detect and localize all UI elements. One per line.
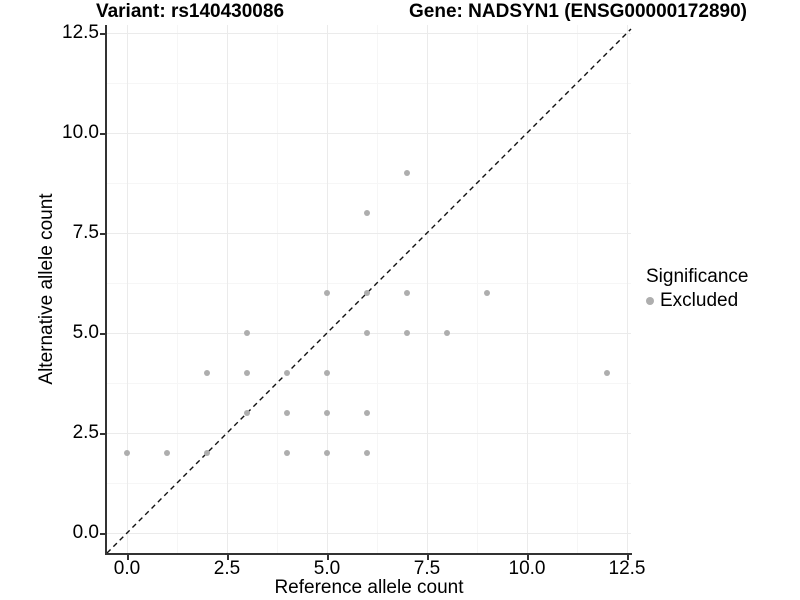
data-point [364, 210, 370, 216]
y-tick-label: 0.0 [72, 522, 99, 543]
x-tick-mark [627, 555, 629, 560]
x-axis-line [105, 553, 632, 555]
data-point [324, 450, 330, 456]
data-point [364, 450, 370, 456]
major-gridline-x [627, 25, 628, 553]
y-tick-mark [100, 33, 105, 35]
data-point [284, 410, 290, 416]
x-tick-label: 5.0 [313, 558, 341, 579]
y-tick-mark [100, 433, 105, 435]
minor-gridline-y [107, 283, 631, 284]
data-point [324, 290, 330, 296]
data-point [484, 290, 490, 296]
x-tick-label: 7.5 [413, 558, 441, 579]
identity-reference-line [106, 28, 632, 554]
data-point [324, 370, 330, 376]
minor-gridline-x [277, 25, 278, 553]
major-gridline-x [227, 25, 228, 553]
x-tick-mark [227, 555, 229, 560]
y-tick-mark [100, 233, 105, 235]
y-tick-mark [100, 533, 105, 535]
x-tick-label: 2.5 [213, 558, 241, 579]
x-axis-title: Reference allele count [274, 577, 464, 598]
data-point [284, 370, 290, 376]
data-point [324, 410, 330, 416]
data-point [164, 450, 170, 456]
data-point [244, 410, 250, 416]
data-point [284, 450, 290, 456]
major-gridline-y [107, 533, 631, 534]
x-tick-mark [327, 555, 329, 560]
minor-gridline-x [177, 25, 178, 553]
data-point [364, 330, 370, 336]
data-point [444, 330, 450, 336]
y-tick-label: 12.5 [62, 22, 99, 43]
x-tick-label: 10.0 [508, 558, 546, 579]
minor-gridline-y [107, 83, 631, 84]
data-point [404, 330, 410, 336]
major-gridline-y [107, 33, 631, 34]
major-gridline-x [527, 25, 528, 553]
y-tick-mark [100, 333, 105, 335]
legend-title: Significance [646, 266, 749, 287]
major-gridline-x [327, 25, 328, 553]
major-gridline-x [127, 25, 128, 553]
data-point [204, 450, 210, 456]
x-tick-label: 0.0 [113, 558, 141, 579]
y-axis-line [105, 25, 107, 555]
legend-point-marker-icon [646, 297, 654, 305]
minor-gridline-x [577, 25, 578, 553]
minor-gridline-y [107, 183, 631, 184]
variant-title: Variant: rs140430086 [95, 1, 285, 22]
legend-entry-excluded: Excluded [646, 290, 748, 312]
major-gridline-y [107, 433, 631, 434]
minor-gridline-y [107, 383, 631, 384]
data-point [604, 370, 610, 376]
x-tick-mark [127, 555, 129, 560]
legend-entry-label: Excluded [660, 290, 739, 311]
x-tick-label: 12.5 [608, 558, 646, 579]
major-gridline-y [107, 233, 631, 234]
plot-panel [106, 25, 632, 554]
data-point [244, 370, 250, 376]
data-point [204, 370, 210, 376]
data-point [364, 290, 370, 296]
y-tick-label: 7.5 [72, 222, 99, 243]
y-tick-label: 10.0 [62, 122, 99, 143]
minor-gridline-x [477, 25, 478, 553]
minor-gridline-y [107, 483, 631, 484]
data-point [404, 170, 410, 176]
y-tick-mark [100, 133, 105, 135]
y-tick-label: 5.0 [72, 322, 99, 343]
data-point [404, 290, 410, 296]
x-tick-mark [427, 555, 429, 560]
data-point [124, 450, 130, 456]
major-gridline-y [107, 133, 631, 134]
data-point [364, 410, 370, 416]
major-gridline-x [427, 25, 428, 553]
data-point [244, 330, 250, 336]
minor-gridline-x [377, 25, 378, 553]
gene-title: Gene: NADSYN1 (ENSG00000172890) [409, 1, 747, 22]
x-tick-mark [527, 555, 529, 560]
y-tick-label: 2.5 [72, 422, 99, 443]
legend: Significance Excluded [646, 266, 748, 312]
y-axis-title: Alternative allele count [36, 193, 57, 385]
